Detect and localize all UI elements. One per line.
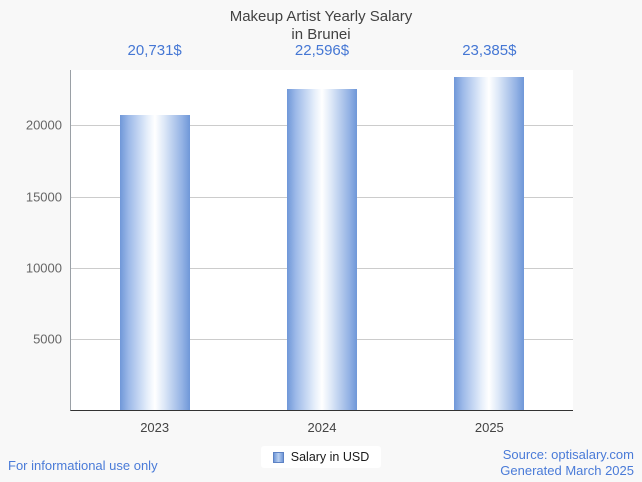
legend: Salary in USD — [0, 446, 642, 468]
value-label-2024: 22,596$ — [294, 42, 350, 59]
bar-2025[interactable] — [454, 77, 525, 410]
source-link[interactable]: Source: optisalary.com — [502, 447, 634, 462]
chart-title-line1: Makeup Artist Yearly Salary — [229, 8, 413, 25]
chart-title: Makeup Artist Yearly Salary in Brunei — [0, 8, 642, 44]
legend-label: Salary in USD — [290, 450, 370, 464]
bar-2023[interactable] — [119, 115, 190, 410]
y-axis-tick-label: 15000 — [25, 189, 62, 205]
chart-title-line2: in Brunei — [291, 26, 351, 43]
x-axis-tick-label-2025: 2025 — [474, 420, 504, 435]
disclaimer-text: For informational use only — [8, 458, 158, 473]
y-axis-tick-label: 10000 — [25, 260, 62, 276]
x-axis-tick-label-2024: 2024 — [307, 420, 337, 435]
y-axis-tick-label: 5000 — [33, 331, 62, 347]
y-axis-tick-label: 20000 — [25, 117, 62, 133]
x-axis-tick-label-2023: 2023 — [140, 420, 170, 435]
value-label-2025: 23,385$ — [462, 42, 517, 59]
legend-marker-icon — [272, 451, 284, 463]
source-block: Source: optisalary.com Generated March 2… — [500, 447, 634, 479]
generated-date: Generated March 2025 — [500, 463, 634, 478]
bar-2024[interactable] — [287, 88, 357, 410]
legend-item-salary[interactable]: Salary in USD — [260, 446, 382, 468]
plot-area: 5000 10000 15000 20000 20,731$ 2023 22,596$ 202… — [26, 42, 573, 435]
value-label-2023: 20,731$ — [127, 42, 182, 59]
